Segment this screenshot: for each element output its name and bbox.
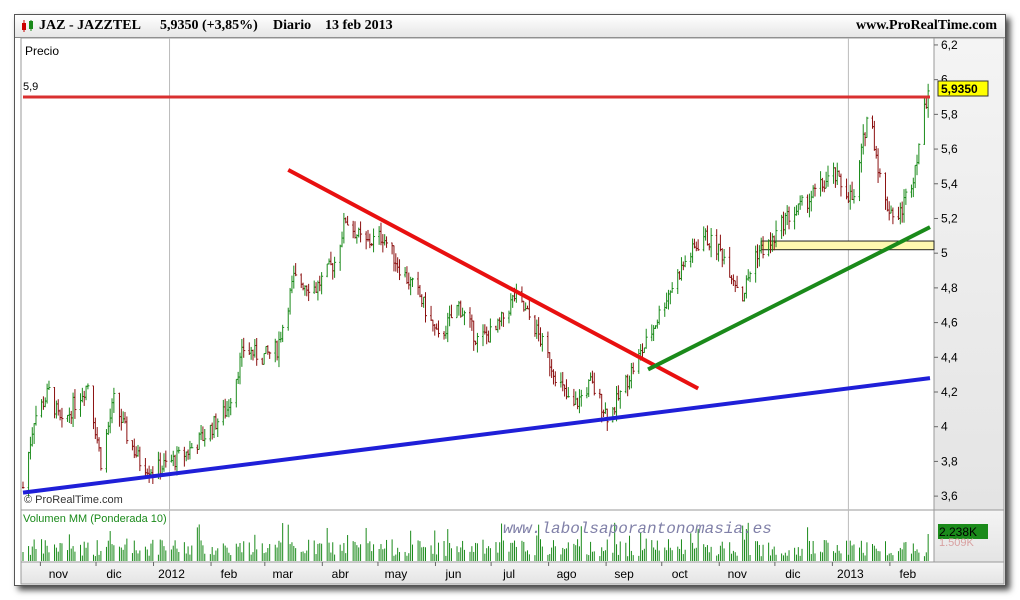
x-tick-label: jun — [444, 567, 461, 581]
x-tick-label: dic — [106, 567, 121, 581]
x-tick-label: nov — [728, 567, 747, 581]
downtrend-line — [287, 168, 700, 391]
consolidation-zone — [760, 240, 935, 251]
volume-avg-tag: 1.509K — [939, 537, 975, 549]
site-label: www.ProRealTime.com — [855, 18, 997, 33]
support_long-line — [22, 376, 931, 495]
y-tick-label: 6 — [941, 73, 948, 87]
price-tag: 5,9350 — [941, 82, 978, 96]
x-tick-label: 2012 — [158, 567, 185, 581]
y-tick-label: 6,2 — [941, 38, 958, 52]
volume-label: Volumen MM (Ponderada 10) — [23, 513, 167, 525]
y-tick-label: 5,4 — [941, 177, 958, 191]
volume-tag-box — [938, 524, 988, 539]
watermark: www.labolsaporantonomasia.es — [503, 520, 772, 538]
y-tick-label: 5,2 — [941, 211, 958, 225]
price-panel — [20, 37, 935, 511]
x-tick-label: nov — [49, 567, 68, 581]
chart-header: JAZ - JAZZTEL 5,9350 (+3,85%) Diario 13 … — [15, 15, 1005, 38]
panel-label: Precio — [25, 44, 59, 58]
date-label: 13 feb 2013 — [325, 18, 393, 33]
period-label: Diario — [273, 18, 312, 33]
y-tick-label: 5,6 — [941, 142, 958, 156]
support_short-line — [647, 225, 931, 372]
x-tick-label: 2013 — [837, 567, 864, 581]
candlestick-icon — [21, 20, 35, 37]
y-tick-label: 4,2 — [941, 385, 958, 399]
y-tick-label: 4,6 — [941, 316, 958, 330]
x-tick-label: feb — [221, 567, 238, 581]
symbol-label: JAZ - JAZZTEL — [39, 18, 141, 33]
price-tag-box — [937, 80, 989, 97]
price-change: 5,9350 (+3,85%) — [160, 18, 258, 33]
y-tick-label: 4 — [941, 420, 948, 434]
x-tick-label: sep — [614, 567, 634, 581]
x-tick-label: dic — [785, 567, 800, 581]
x-tick-label: mar — [272, 567, 293, 581]
y-tick-label: 3,6 — [941, 489, 958, 503]
x-tick-label: feb — [900, 567, 917, 581]
y-tick-label: 4,8 — [941, 281, 958, 295]
time-axis — [20, 561, 1005, 585]
x-tick-label: ago — [557, 567, 577, 581]
y-tick-label: 4,4 — [941, 350, 958, 364]
level-label: 5,9 — [23, 81, 38, 93]
copyright-label: © ProRealTime.com — [24, 494, 123, 506]
price-axis — [933, 37, 1005, 511]
x-tick-label: abr — [332, 567, 349, 581]
y-tick-label: 5 — [941, 246, 948, 260]
volume-tag: 2.238K — [939, 525, 977, 539]
y-tick-label: 3,8 — [941, 454, 958, 468]
x-tick-label: jul — [502, 567, 515, 581]
x-tick-label: may — [385, 567, 408, 581]
x-tick-label: oct — [672, 567, 689, 581]
chart-window: JAZ - JAZZTEL 5,9350 (+3,85%) Diario 13 … — [14, 14, 1006, 586]
y-tick-label: 5,8 — [941, 107, 958, 121]
price-chart: 6,2 6 5,8 5,6 5,4 5,2 5 4,8 4,6 4,4 4,2 4 3,8 3,6 nov… — [20, 37, 1005, 585]
